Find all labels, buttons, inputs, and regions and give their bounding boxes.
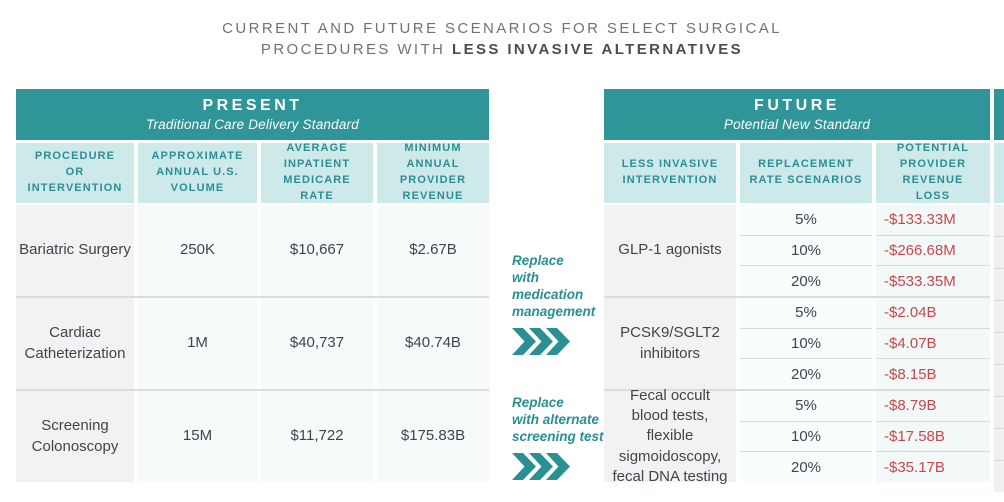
- column-header-medicare-rate: AVERAGE INPATIENT MEDICARE RATE: [261, 142, 373, 203]
- column-header-revenue-loss: POTENTIAL PROVIDER REVENUE LOSS: [876, 142, 990, 203]
- transition-label: Replace with medication management: [512, 253, 596, 319]
- loss-cell: -$8.15B: [876, 358, 990, 390]
- future-column-headers: LESS INVASIVE INTERVENTION REPLACEMENT R…: [604, 142, 990, 203]
- loss-cell: -$266.68M: [876, 234, 990, 266]
- table-row: Bariatric Surgery 250K $10,667 $2.67B: [16, 205, 489, 296]
- table-row: Cardiac Catheterization 1M $40,737 $40.7…: [16, 298, 489, 389]
- future-table: FUTURE Potential New Standard LESS INVAS…: [604, 89, 990, 485]
- loss-cell: -$35.17B: [876, 451, 990, 483]
- provider-revenue-cell: $175.83B: [377, 391, 489, 482]
- rate-cell: 10%: [740, 234, 872, 266]
- column-header-provider-revenue: MINIMUM ANNUAL PROVIDER REVENUE: [377, 142, 489, 203]
- loss-cell: -$133.33M: [876, 205, 990, 235]
- page-title: CURRENT AND FUTURE SCENARIOS FOR SELECT …: [0, 18, 1004, 60]
- loss-cell: -$4.07B: [876, 327, 990, 359]
- rate-column: 5% 10% 20%: [740, 298, 872, 390]
- triple-chevron-right-icon: [512, 453, 570, 480]
- row-divider: [16, 296, 489, 298]
- transition-medication: Replace with medication management: [512, 252, 600, 355]
- volume-cell: 250K: [138, 205, 257, 296]
- strip-header: [994, 89, 1004, 140]
- loss-cell: -$533.35M: [876, 265, 990, 297]
- column-header-intervention: LESS INVASIVE INTERVENTION: [604, 143, 736, 203]
- triple-chevron-right-icon: [512, 328, 570, 355]
- provider-revenue-cell: $40.74B: [377, 298, 489, 389]
- procedure-cell: Cardiac Catheterization: [16, 298, 134, 389]
- present-title: PRESENT: [202, 97, 303, 114]
- cropped-next-table-strip: [994, 89, 1004, 492]
- loss-cell: -$2.04B: [876, 298, 990, 328]
- present-table-body: Bariatric Surgery 250K $10,667 $2.67B Ca…: [16, 205, 489, 482]
- present-column-headers: PROCEDURE OR INTERVENTION APPROXIMATE AN…: [16, 142, 489, 203]
- loss-cell: -$17.58B: [876, 420, 990, 452]
- provider-revenue-cell: $2.67B: [377, 205, 489, 296]
- loss-column: -$2.04B -$4.07B -$8.15B: [876, 298, 990, 390]
- column-header-volume: APPROXIMATE ANNUAL U.S. VOLUME: [138, 143, 257, 203]
- present-table: PRESENT Traditional Care Delivery Standa…: [16, 89, 489, 482]
- procedure-cell: Screening Colonoscopy: [16, 391, 134, 482]
- future-subtitle: Potential New Standard: [723, 117, 871, 132]
- intervention-group: GLP-1 agonists 5% 10% 20% -$133.33M -$26…: [604, 205, 990, 297]
- title-line2-regular: PROCEDURES WITH: [260, 41, 446, 58]
- rate-cell: 20%: [740, 451, 872, 483]
- strip-column-header: [994, 143, 1004, 203]
- volume-cell: 1M: [138, 298, 257, 389]
- future-title: FUTURE: [754, 97, 840, 114]
- rate-column: 5% 10% 20%: [740, 205, 872, 297]
- row-divider: [604, 296, 990, 298]
- rate-cell: 20%: [740, 265, 872, 297]
- title-line1: CURRENT AND FUTURE SCENARIOS FOR SELECT …: [222, 20, 782, 37]
- intervention-cell: PCSK9/SGLT2 inhibitors: [604, 298, 736, 389]
- intervention-group: PCSK9/SGLT2 inhibitors 5% 10% 20% -$2.04…: [604, 298, 990, 390]
- loss-cell: -$8.79B: [876, 391, 990, 421]
- loss-column: -$133.33M -$266.68M -$533.35M: [876, 205, 990, 297]
- future-table-body: GLP-1 agonists 5% 10% 20% -$133.33M -$26…: [604, 205, 990, 485]
- rate-cell: 20%: [740, 358, 872, 390]
- medicare-rate-cell: $11,722: [261, 391, 373, 482]
- rate-cell: 10%: [740, 327, 872, 359]
- transition-screening: Replace with alternate screening test: [512, 394, 632, 480]
- column-header-replacement-rate: REPLACEMENT RATE SCENARIOS: [740, 143, 872, 203]
- row-divider: [16, 389, 489, 391]
- present-table-header: PRESENT Traditional Care Delivery Standa…: [16, 89, 489, 140]
- present-subtitle: Traditional Care Delivery Standard: [146, 117, 359, 132]
- rate-column: 5% 10% 20%: [740, 391, 872, 483]
- rate-cell: 10%: [740, 420, 872, 452]
- intervention-cell: Fecal occult blood tests, flexible sigmo…: [604, 387, 736, 485]
- strip-rows: [994, 205, 1004, 492]
- intervention-group: Fecal occult blood tests, flexible sigmo…: [604, 387, 990, 485]
- medicare-rate-cell: $10,667: [261, 205, 373, 296]
- procedure-cell: Bariatric Surgery: [16, 205, 134, 296]
- medicare-rate-cell: $40,737: [261, 298, 373, 389]
- volume-cell: 15M: [138, 391, 257, 482]
- transition-label: Replace with alternate screening test: [512, 395, 604, 444]
- rate-cell: 5%: [740, 298, 872, 328]
- rate-cell: 5%: [740, 391, 872, 421]
- intervention-cell: GLP-1 agonists: [604, 205, 736, 296]
- rate-cell: 5%: [740, 205, 872, 235]
- column-header-procedure: PROCEDURE OR INTERVENTION: [16, 143, 134, 203]
- title-line2-bold: LESS INVASIVE ALTERNATIVES: [452, 41, 744, 58]
- title-line2: PROCEDURES WITH LESS INVASIVE ALTERNATIVE…: [0, 39, 1004, 60]
- row-divider: [604, 389, 990, 391]
- future-table-header: FUTURE Potential New Standard: [604, 89, 990, 140]
- table-row: Screening Colonoscopy 15M $11,722 $175.8…: [16, 391, 489, 482]
- loss-column: -$8.79B -$17.58B -$35.17B: [876, 391, 990, 483]
